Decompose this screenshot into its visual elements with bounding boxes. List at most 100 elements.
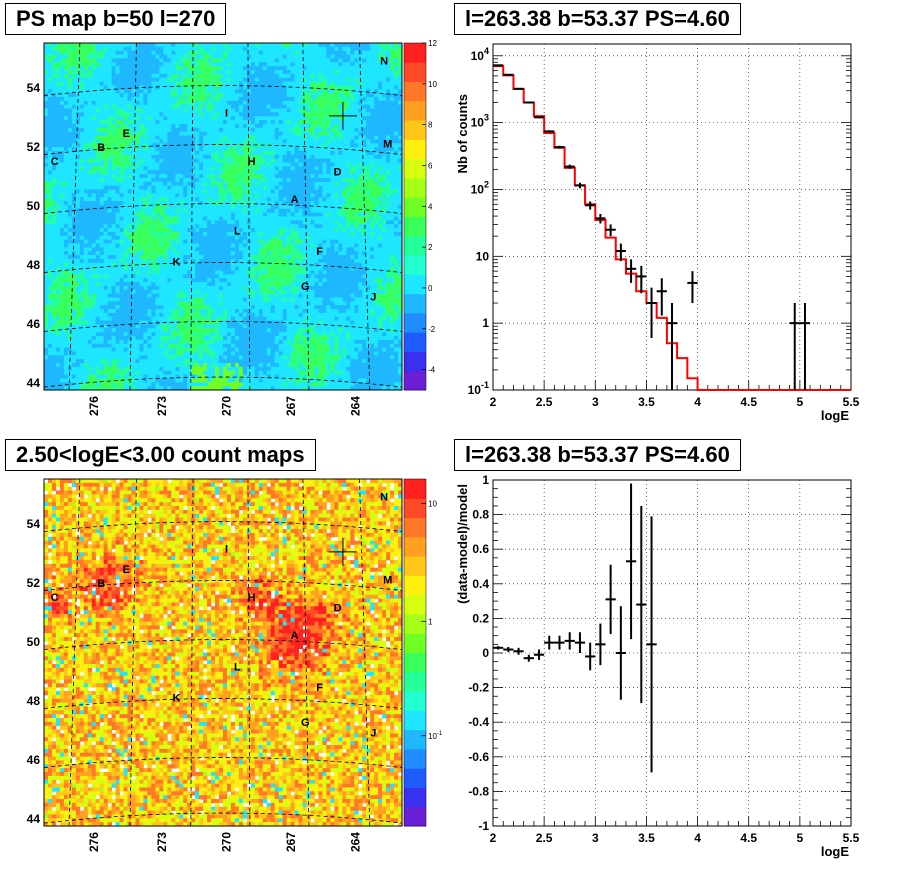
y-tick-label: 0.8 <box>472 508 489 522</box>
y-tick-label: 52 <box>27 140 41 154</box>
x-tick-label: 5.5 <box>843 831 860 845</box>
source-label-h: H <box>248 592 256 604</box>
y-tick-label: 54 <box>27 81 41 95</box>
x-tick-label: 4.5 <box>740 831 757 845</box>
longitude-line <box>129 478 137 827</box>
palette-tick-label: 8 <box>428 121 433 130</box>
palette-tick-label: 6 <box>428 161 433 170</box>
x-tick-label: 5 <box>797 395 804 409</box>
x-tick-label: 267 <box>284 396 298 416</box>
source-label-g: G <box>301 717 310 729</box>
source-label-b: B <box>97 578 105 590</box>
x-tick-label: 3 <box>592 395 599 409</box>
palette-tick-label: 10 <box>428 80 437 89</box>
map-frame <box>43 478 403 827</box>
source-label-f: F <box>316 682 323 694</box>
spectrum-title: l=263.38 b=53.37 PS=4.60 <box>454 3 741 35</box>
source-label-d: D <box>334 166 342 178</box>
source-label-i: I <box>225 107 228 119</box>
x-tick-label: 5.5 <box>843 395 860 409</box>
source-label-a: A <box>291 630 299 642</box>
source-label-j: J <box>370 727 376 739</box>
longitude-line <box>302 42 310 391</box>
x-tick-label: 273 <box>155 396 169 416</box>
palette-tick-label: 10-1 <box>428 731 443 741</box>
map-pixels <box>44 479 403 827</box>
source-label-g: G <box>301 281 310 293</box>
count-map-title: 2.50<logE<3.00 count maps <box>5 439 316 471</box>
palette-tick-label: 2 <box>428 243 433 252</box>
longitude-line <box>247 42 251 391</box>
source-label-e: E <box>123 128 130 140</box>
y-tick-label: 0.2 <box>472 611 489 625</box>
map-pixels <box>44 43 403 391</box>
palette-tick-label: 1 <box>428 617 433 626</box>
x-tick-label: 264 <box>348 396 362 416</box>
count-map-plot: N I E M B C H D A L F K G J 54 52 50 48 46 44 276 273 270 267 26… <box>27 478 443 852</box>
count-map-panel: N I E M B C H D A L F K G J 54 52 50 48 46 44 276 273 270 267 26… <box>0 436 449 871</box>
x-tick-label: 276 <box>87 396 101 416</box>
x-tick-label: 4 <box>694 395 701 409</box>
y-tick-label: 46 <box>27 317 41 331</box>
y-tick-label: 46 <box>27 753 41 767</box>
y-tick-label: 10-1 <box>468 380 489 397</box>
latitude-line <box>43 521 403 532</box>
latitude-line <box>43 203 403 214</box>
y-tick-label: 44 <box>27 812 41 826</box>
source-label-f: F <box>316 246 323 258</box>
y-tick-label: 0.4 <box>472 577 489 591</box>
source-label-b: B <box>97 142 105 154</box>
x-tick-label: 270 <box>220 832 234 852</box>
latitude-line <box>43 698 403 709</box>
source-label-a: A <box>291 194 299 206</box>
palette-tick-label: -2 <box>428 325 436 334</box>
x-tick-label: 2.5 <box>536 395 553 409</box>
map-area: N I E M B C H D A L F K G J <box>43 478 403 827</box>
source-label-h: H <box>248 156 256 168</box>
source-label-k: K <box>172 257 180 269</box>
y-tick-label: 54 <box>27 517 41 531</box>
latitude-line <box>43 144 403 155</box>
map-area: N I E M B C H D A L F K G J <box>43 42 403 391</box>
y-tick-label: 103 <box>471 113 489 130</box>
palette-tick-label: 10 <box>428 499 437 508</box>
x-tick-label: 270 <box>220 396 234 416</box>
source-label-n: N <box>380 491 388 503</box>
y-tick-label: 50 <box>27 199 41 213</box>
x-tick-label: 2.5 <box>536 831 553 845</box>
y-tick-label: 50 <box>27 635 41 649</box>
palette-tick-label: 12 <box>428 39 437 48</box>
source-label-l: L <box>234 661 241 673</box>
y-tick-label: -0.4 <box>468 715 489 729</box>
y-tick-label: -1 <box>478 819 489 833</box>
y-tick-label: 1 <box>482 473 489 487</box>
map-frame <box>43 42 403 391</box>
y-tick-label: 0 <box>482 646 489 660</box>
palette-tick-label: 0 <box>428 284 433 293</box>
y-tick-label: 48 <box>27 694 41 708</box>
latitude-line <box>43 757 403 768</box>
y-tick-label: 48 <box>27 258 41 272</box>
latitude-line <box>43 639 403 650</box>
y-tick-label: -0.8 <box>468 784 489 798</box>
longitude-line <box>190 42 194 391</box>
y-tick-label: 104 <box>471 46 489 63</box>
longitude-line <box>68 478 81 827</box>
longitude-line <box>302 478 310 827</box>
source-label-m: M <box>383 575 392 587</box>
color-palette: 12 10 8 6 4 2 0 -2 -4 <box>403 39 437 391</box>
source-label-e: E <box>123 564 130 576</box>
ps-map-panel: N I E M B C H D A L F K G J 54 52 50 48 46 44 276 273 270 267 26… <box>0 0 449 436</box>
y-axis-title: (data-model)/model <box>455 484 470 604</box>
residual-title: l=263.38 b=53.37 PS=4.60 <box>454 439 741 471</box>
longitude-line <box>68 42 81 391</box>
x-tick-label: 276 <box>87 832 101 852</box>
x-tick-label: 3.5 <box>638 831 655 845</box>
x-tick-label: 2 <box>490 831 497 845</box>
longitude-line <box>359 478 371 827</box>
latitude-line <box>43 580 403 591</box>
y-tick-label: -0.6 <box>468 750 489 764</box>
x-tick-label: 267 <box>284 832 298 852</box>
